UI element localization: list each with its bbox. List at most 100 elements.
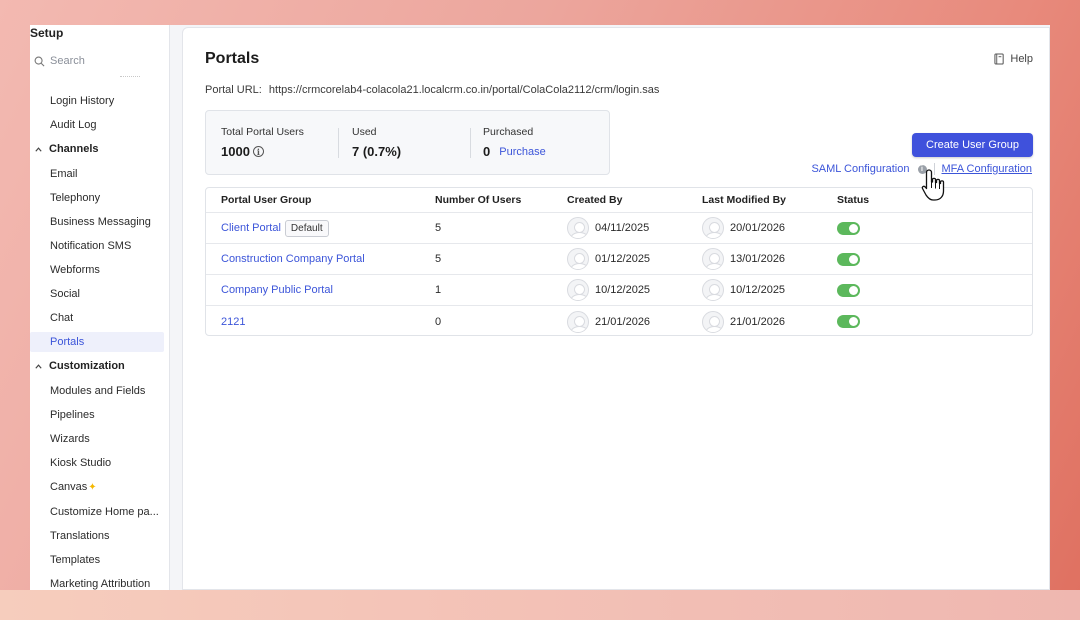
sidebar-item-templates[interactable]: Templates [50,554,101,566]
portal-groups-table: Portal User Group Number Of Users Create… [205,187,1033,336]
sidebar-item-webforms[interactable]: Webforms [50,264,100,276]
status-toggle[interactable] [837,221,860,235]
sidebar-section-channels[interactable]: Channels [30,139,99,159]
table-row[interactable]: 2121 0 21/01/2026 21/01/2026 [206,306,1032,335]
column-header[interactable]: Created By [567,194,623,206]
group-name-link[interactable]: Company Public Portal [221,284,333,296]
purchase-link[interactable]: Purchase [499,145,546,158]
modified-by-cell: 21/01/2026 [702,306,786,335]
sidebar-item-marketing-attribution[interactable]: Marketing Attribution [50,578,151,590]
group-name-cell: Company Public Portal [221,275,333,305]
modified-date: 21/01/2026 [730,315,786,328]
sidebar-item-email[interactable]: Email [50,168,78,180]
search-input[interactable] [50,55,140,67]
stat-total: Total Portal Users 1000 i [221,126,304,159]
sidebar-item-modules-and-fields[interactable]: Modules and Fields [50,385,146,397]
modified-by-cell: 13/01/2026 [702,244,785,274]
column-header[interactable]: Number Of Users [435,194,522,206]
modified-date: 20/01/2026 [730,222,786,234]
created-by-cell: 04/11/2025 [567,213,649,243]
modified-by-cell: 10/12/2025 [702,275,785,305]
chevron-up-icon [35,146,42,152]
config-links: SAML Configuration i MFA Configuration [811,163,1032,175]
help-link[interactable]: Help [994,53,1033,65]
sidebar-item-pipelines[interactable]: Pipelines [50,409,95,421]
app-window: Setup Login History Audit Log Channels E… [30,25,1050,590]
avatar [567,248,589,270]
total-users-value: 1000 [221,144,250,159]
avatar [702,279,724,301]
column-header[interactable]: Status [837,194,870,206]
status-toggle[interactable] [837,252,860,266]
sidebar-item-wizards[interactable]: Wizards [50,433,90,445]
info-icon[interactable]: i [252,146,264,157]
sidebar-item-label: Canvas [50,481,88,493]
users-count: 0 [435,315,442,328]
help-book-icon [994,53,1005,65]
portal-url-row: Portal URL: https://crmcorelab4-colacola… [205,84,659,96]
sidebar-section-customization[interactable]: Customization [30,356,125,376]
created-by-cell: 21/01/2026 [567,306,651,335]
modified-date: 13/01/2026 [730,253,786,265]
search-icon [34,56,45,66]
portal-url-value[interactable]: https://crmcorelab4-colacola21.localcrm.… [268,84,660,96]
status-cell [837,306,860,335]
group-name-cell: 2121 [221,306,246,335]
sparkle-icon: ✦ [88,482,97,493]
created-date: 21/01/2026 [595,315,651,328]
saml-configuration-link[interactable]: SAML Configuration [811,163,910,175]
sidebar-item-customize-home-page[interactable]: Customize Home pa... [50,506,159,518]
scroll-indicator [120,73,140,77]
group-name-link[interactable]: Construction Company Portal [221,253,365,265]
sidebar-item-chat[interactable]: Chat [50,312,74,324]
portals-panel: Portals Help Portal URL: https://crmcore… [182,27,1050,590]
setup-sidebar: Setup Login History Audit Log Channels E… [30,25,170,590]
sidebar-item-social[interactable]: Social [50,288,80,300]
column-header[interactable]: Portal User Group [221,194,312,206]
stat-used: Used 7 (0.7%) [352,126,401,159]
sidebar-item-canvas[interactable]: Canvas✦ [30,477,164,497]
column-header[interactable]: Last Modified By [702,194,787,206]
sidebar-item-business-messaging[interactable]: Business Messaging [50,216,151,228]
sidebar-title: Setup [30,26,64,40]
purchased-value: 0 [483,144,491,159]
users-count: 1 [435,284,442,296]
portal-url-label: Portal URL: [205,84,262,96]
status-toggle[interactable] [837,315,860,328]
stat-label: Used [352,126,377,138]
modified-date: 10/12/2025 [730,284,786,296]
table-header: Portal User Group Number Of Users Create… [206,188,1032,213]
users-count: 5 [435,253,442,265]
section-label: Channels [49,143,99,155]
avatar [702,248,724,270]
sidebar-item-translations[interactable]: Translations [50,530,110,542]
info-icon[interactable]: i [917,164,927,174]
avatar [702,310,724,333]
page-title: Portals [205,50,260,67]
table-row[interactable]: Company Public Portal 1 10/12/2025 10/12… [206,275,1032,306]
create-user-group-button[interactable]: Create User Group [912,133,1033,157]
avatar [567,310,589,333]
stat-purchased: Purchased 0 Purchase [483,126,546,159]
stat-label: Total Portal Users [221,126,304,138]
sidebar-search[interactable] [34,55,140,67]
status-toggle[interactable] [837,283,860,297]
sidebar-item-audit-log[interactable]: Audit Log [50,119,97,131]
user-stats-card: Total Portal Users 1000 i Used 7 (0.7%) … [205,110,610,175]
sidebar-item-kiosk-studio[interactable]: Kiosk Studio [50,457,112,469]
stat-value: 0 Purchase [483,144,546,159]
modified-by-cell: 20/01/2026 [702,213,785,243]
stat-label: Purchased [483,126,534,138]
sidebar-item-telephony[interactable]: Telephony [50,192,101,204]
table-row[interactable]: Client Portal Default 5 04/11/2025 20/01… [206,213,1032,244]
group-name-link[interactable]: 2121 [221,315,246,328]
sidebar-item-login-history[interactable]: Login History [50,95,115,107]
table-row[interactable]: Construction Company Portal 5 01/12/2025… [206,244,1032,275]
sidebar-item-portals[interactable]: Portals [30,332,164,352]
sidebar-item-notification-sms[interactable]: Notification SMS [50,240,132,252]
group-name-link[interactable]: Client Portal [221,222,281,234]
avatar [702,217,724,239]
group-name-cell: Construction Company Portal [221,244,365,274]
created-date: 10/12/2025 [595,284,651,296]
mfa-configuration-link[interactable]: MFA Configuration [941,163,1033,175]
